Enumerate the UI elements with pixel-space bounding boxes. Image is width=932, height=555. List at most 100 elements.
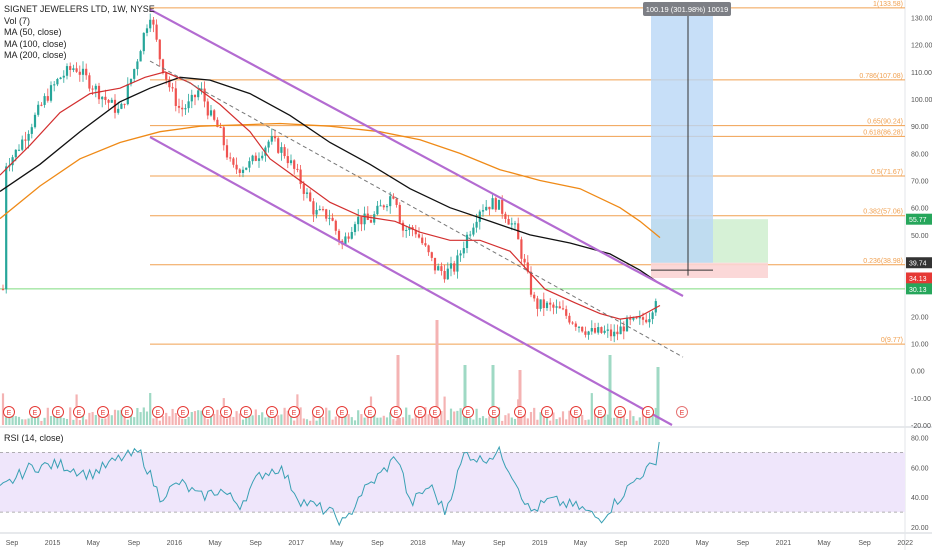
candle-body — [283, 147, 286, 157]
candle-body — [225, 145, 229, 158]
volume-bar — [613, 417, 616, 425]
price-tag-box — [906, 213, 932, 225]
legend-ma100[interactable]: MA (100, close) — [4, 38, 67, 49]
candle-body — [545, 302, 549, 309]
price-tag-box — [906, 283, 932, 295]
rsi-band — [0, 452, 905, 513]
legend-ma50[interactable]: MA (50, close) — [4, 27, 62, 37]
legend-ma200[interactable]: MA (200, close) — [4, 50, 67, 60]
candle-body — [318, 209, 321, 211]
volume-bar — [373, 413, 376, 425]
time-axis-label: 2019 — [532, 540, 548, 547]
volume-spike — [656, 367, 660, 425]
candle-body — [405, 229, 408, 231]
earnings-marker — [73, 406, 85, 418]
candle-body — [597, 327, 600, 333]
volume-bar — [625, 419, 629, 425]
volume-bar — [88, 412, 91, 425]
candle-body — [37, 104, 40, 115]
candle-body — [507, 218, 510, 225]
candle-body — [632, 317, 635, 320]
volume-bar — [1, 393, 5, 425]
candle-body — [129, 78, 133, 85]
earnings-label: E — [33, 410, 38, 417]
price-axis-label: 100.00 — [911, 97, 932, 104]
candle-body — [270, 136, 273, 142]
volume-bar — [325, 407, 328, 425]
candle-body — [629, 317, 632, 320]
volume-bar — [645, 414, 648, 425]
volume-bar — [200, 410, 203, 425]
volume-bar — [85, 419, 88, 425]
candle-body — [296, 168, 299, 170]
volume-bar — [561, 411, 565, 425]
candle-body — [197, 90, 200, 98]
volume-bar — [113, 409, 117, 425]
candle-body — [209, 110, 213, 116]
candle-body — [142, 32, 145, 52]
earnings-label: E — [646, 410, 651, 417]
volume-bar — [347, 414, 350, 425]
time-axis-label: Sep — [371, 540, 384, 547]
candle-body — [549, 302, 552, 305]
volume-bar — [283, 407, 286, 425]
volume-bar — [363, 417, 366, 425]
candle-body — [161, 59, 165, 73]
candle-body — [277, 138, 280, 153]
time-axis-label: 2020 — [654, 540, 670, 547]
volume-bar — [33, 417, 37, 425]
measure-label: 100.19 (301.98%) 10019 — [646, 5, 729, 14]
candle-body — [24, 139, 27, 141]
earnings-label: E — [598, 410, 603, 417]
candle-body — [449, 263, 453, 269]
volume-bar — [523, 413, 526, 425]
candle-body — [305, 192, 309, 194]
candle-body — [587, 331, 590, 335]
volume-bar — [280, 414, 283, 425]
fib-label: 0.236(38.98) — [863, 258, 903, 265]
candle-body — [533, 294, 536, 299]
candle-body — [526, 262, 529, 272]
volume-bar — [241, 419, 245, 425]
legend-vol[interactable]: Vol (7) — [4, 15, 31, 26]
volume-bar — [587, 419, 590, 425]
volume-bar — [145, 411, 149, 425]
measure-box — [651, 8, 713, 263]
candle-body — [389, 196, 392, 207]
volume-bar — [408, 414, 411, 425]
chart-legend: SIGNET JEWELERS LTD, 1W, NYSE Vol (7) MA… — [4, 4, 155, 62]
candle-body — [219, 127, 222, 129]
candle-body — [536, 298, 539, 309]
candle-body — [648, 319, 651, 323]
candle-body — [315, 209, 318, 215]
volume-bar — [398, 418, 401, 425]
volume-bar — [401, 417, 405, 425]
ma200-line — [0, 122, 661, 239]
candle-body — [267, 141, 270, 148]
volume-bar — [533, 407, 536, 425]
earnings-label: E — [224, 410, 229, 417]
volume-bar — [104, 418, 107, 425]
volume-bar — [312, 409, 315, 425]
candle-body — [302, 184, 305, 194]
volume-bar — [97, 408, 101, 425]
candle-body — [261, 155, 264, 159]
volume-bar — [165, 412, 168, 425]
candle-body — [395, 198, 398, 205]
earnings-label: E — [244, 410, 249, 417]
candle-body — [344, 236, 347, 245]
volume-bar — [14, 416, 17, 425]
candle-body — [187, 101, 190, 109]
price-axis-label: -20.00 — [911, 423, 931, 430]
candle-body — [574, 323, 577, 327]
volume-bar — [446, 420, 449, 425]
volume-bar — [337, 416, 341, 425]
rsi-legend[interactable]: RSI (14, close) — [4, 433, 64, 443]
candle-body — [72, 68, 75, 71]
volume-bar — [101, 418, 104, 425]
candle-body — [331, 217, 334, 221]
legend-symbol[interactable]: SIGNET JEWELERS LTD, 1W, NYSE — [4, 4, 155, 14]
earnings-marker — [462, 406, 474, 418]
price-axis-label: 20.00 — [911, 314, 929, 321]
